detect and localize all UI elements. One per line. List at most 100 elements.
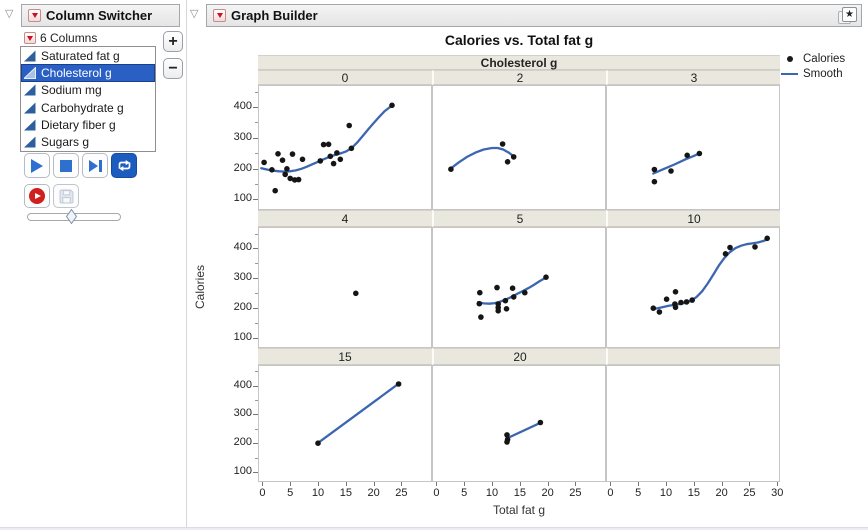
y-tick-label: 300 (233, 407, 252, 420)
play-icon (31, 158, 43, 173)
starred-window-icon[interactable]: ★ (837, 5, 858, 27)
column-list-item-label: Cholesterol g (41, 65, 112, 80)
columns-red-triangle-menu[interactable] (24, 32, 36, 44)
graph-builder-title: Graph Builder (231, 8, 318, 23)
legend-item-calories[interactable]: Calories (781, 51, 865, 66)
facet-plot-cell[interactable] (606, 365, 780, 482)
y-axis-title: Calories (193, 265, 207, 310)
facet-level-header: 15 (258, 348, 432, 365)
record-button[interactable] (24, 184, 50, 208)
continuous-column-icon (24, 84, 36, 96)
record-icon (29, 188, 45, 204)
data-points (448, 141, 517, 172)
column-switcher-titlebar: Column Switcher (21, 4, 180, 27)
column-list-item-label: Dietary fiber g (41, 117, 116, 132)
column-list: Saturated fat g Cholesterol g Sodium mg Car… (20, 46, 156, 152)
facet-plot-cell[interactable] (432, 85, 606, 210)
loop-icon (118, 160, 130, 172)
facet-level-header: 5 (432, 210, 606, 227)
facet-plot-cell[interactable] (606, 85, 780, 210)
columns-count-label: 6 Columns (40, 31, 98, 45)
chart-title: Calories vs. Total fat g (444, 32, 594, 48)
y-tick-label: 200 (233, 300, 252, 313)
continuous-column-icon (24, 136, 36, 148)
facet-plot-cell[interactable] (606, 227, 780, 348)
y-tick-label: 400 (233, 378, 252, 391)
smooth-line (505, 421, 542, 440)
column-list-item[interactable]: Cholesterol g (21, 64, 155, 82)
continuous-column-icon (24, 102, 36, 114)
y-tick-label: 100 (233, 192, 252, 205)
facet-plot-cell[interactable] (432, 227, 606, 348)
continuous-column-icon (24, 119, 36, 131)
y-tick-label: 100 (233, 330, 252, 343)
facet-level-header: 3 (606, 70, 780, 85)
save-icon (59, 189, 73, 203)
column-switcher-title: Column Switcher (46, 8, 153, 23)
data-points (315, 381, 402, 446)
graph-builder-disclosure-icon[interactable]: ▽ (190, 8, 199, 20)
facet-variable-header: Cholesterol g (258, 55, 780, 70)
continuous-column-icon (24, 50, 36, 62)
continuous-column-icon (24, 66, 36, 79)
y-tick-label: 200 (233, 436, 252, 449)
column-list-item-label: Sugars g (41, 135, 90, 150)
column-list-item[interactable]: Sodium mg (21, 82, 155, 99)
loop-button[interactable] (111, 153, 137, 178)
facet-level-header: 2 (432, 70, 606, 85)
save-button[interactable] (53, 184, 79, 208)
smooth-line (652, 151, 702, 175)
y-tick-label: 400 (233, 100, 252, 113)
column-list-item-label: Saturated fat g (41, 48, 120, 63)
animation-slider-thumb[interactable] (66, 208, 78, 225)
y-tick-label: 300 (233, 271, 252, 284)
column-switcher-disclosure-icon[interactable]: ▽ (5, 8, 14, 20)
point-marker-icon (781, 55, 798, 62)
facet-plot-cell[interactable] (258, 227, 432, 348)
column-switcher-red-triangle-menu[interactable] (28, 9, 41, 22)
line-marker-icon (781, 72, 798, 75)
data-points (476, 274, 549, 320)
y-tick-label: 400 (233, 241, 252, 254)
columns-count-row: 6 Columns (24, 31, 97, 45)
y-tick-label: 300 (233, 130, 252, 143)
data-points (504, 419, 544, 445)
add-column-button[interactable]: + (163, 31, 183, 52)
smooth-line (650, 238, 769, 311)
data-points (261, 102, 395, 194)
column-list-item-label: Carbohydrate g (41, 100, 124, 115)
stop-button[interactable] (53, 153, 79, 178)
red-triangle-icon (27, 35, 33, 41)
data-points (651, 150, 703, 185)
y-tick-label: 200 (233, 161, 252, 174)
facet-plot-cell[interactable] (432, 365, 606, 482)
column-list-item[interactable]: Dietary fiber g (21, 116, 155, 133)
data-points (353, 290, 359, 297)
y-tick-label: 100 (233, 464, 252, 477)
play-button[interactable] (24, 153, 50, 178)
legend-item-smooth[interactable]: Smooth (781, 66, 865, 81)
legend: Calories Smooth (781, 51, 865, 81)
data-points (650, 235, 770, 315)
column-list-item[interactable]: Sugars g (21, 133, 155, 150)
facet-plot-cell[interactable] (258, 365, 432, 482)
stop-icon (60, 159, 72, 172)
legend-label: Smooth (803, 67, 843, 80)
column-list-item[interactable]: Carbohydrate g (21, 99, 155, 116)
facet-level-header: 20 (432, 348, 606, 365)
red-triangle-icon (31, 13, 38, 18)
x-axis-title: Total fat g (492, 503, 546, 517)
step-icon (88, 159, 102, 172)
column-list-item-label: Sodium mg (41, 83, 102, 98)
facet-level-header (606, 348, 780, 365)
facet-plot-cell[interactable] (258, 85, 432, 210)
star-icon: ★ (842, 7, 857, 22)
graph-builder-red-triangle-menu[interactable] (213, 9, 226, 22)
graph-builder-titlebar: Graph Builder ★ (206, 4, 862, 27)
smooth-line (449, 146, 515, 170)
step-button[interactable] (82, 153, 108, 178)
remove-column-button[interactable]: − (163, 58, 183, 79)
column-list-item[interactable]: Saturated fat g (21, 47, 155, 64)
smooth-line (316, 382, 400, 445)
